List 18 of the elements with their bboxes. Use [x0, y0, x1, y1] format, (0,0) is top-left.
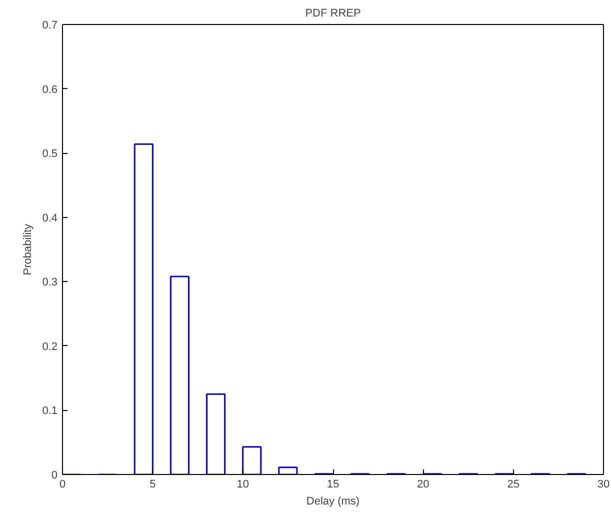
x-tick-label: 20 [417, 478, 430, 490]
x-tick-label: 15 [326, 478, 340, 490]
y-axis-title: Probability [22, 223, 34, 276]
x-tick-label: 25 [507, 478, 520, 490]
x-tick-label: 10 [236, 478, 249, 490]
x-tick-label: 5 [150, 478, 156, 490]
x-tick-label: 0 [59, 478, 66, 490]
y-tick-label: 0.1 [42, 405, 58, 418]
x-axis-title: Delay (ms) [306, 496, 360, 508]
y-tick-label: 0.5 [42, 148, 58, 160]
chart-title: PDF RREP [305, 8, 361, 20]
y-tick-label: 0.6 [42, 84, 58, 96]
y-tick-label: 0.2 [42, 340, 58, 353]
y-tick-label: 0.3 [42, 276, 58, 289]
y-tick-label: 0 [51, 470, 58, 482]
y-tick-label: 0.7 [42, 20, 58, 32]
y-tick-label: 0.4 [42, 212, 58, 224]
x-tick-label: 30 [597, 478, 610, 490]
